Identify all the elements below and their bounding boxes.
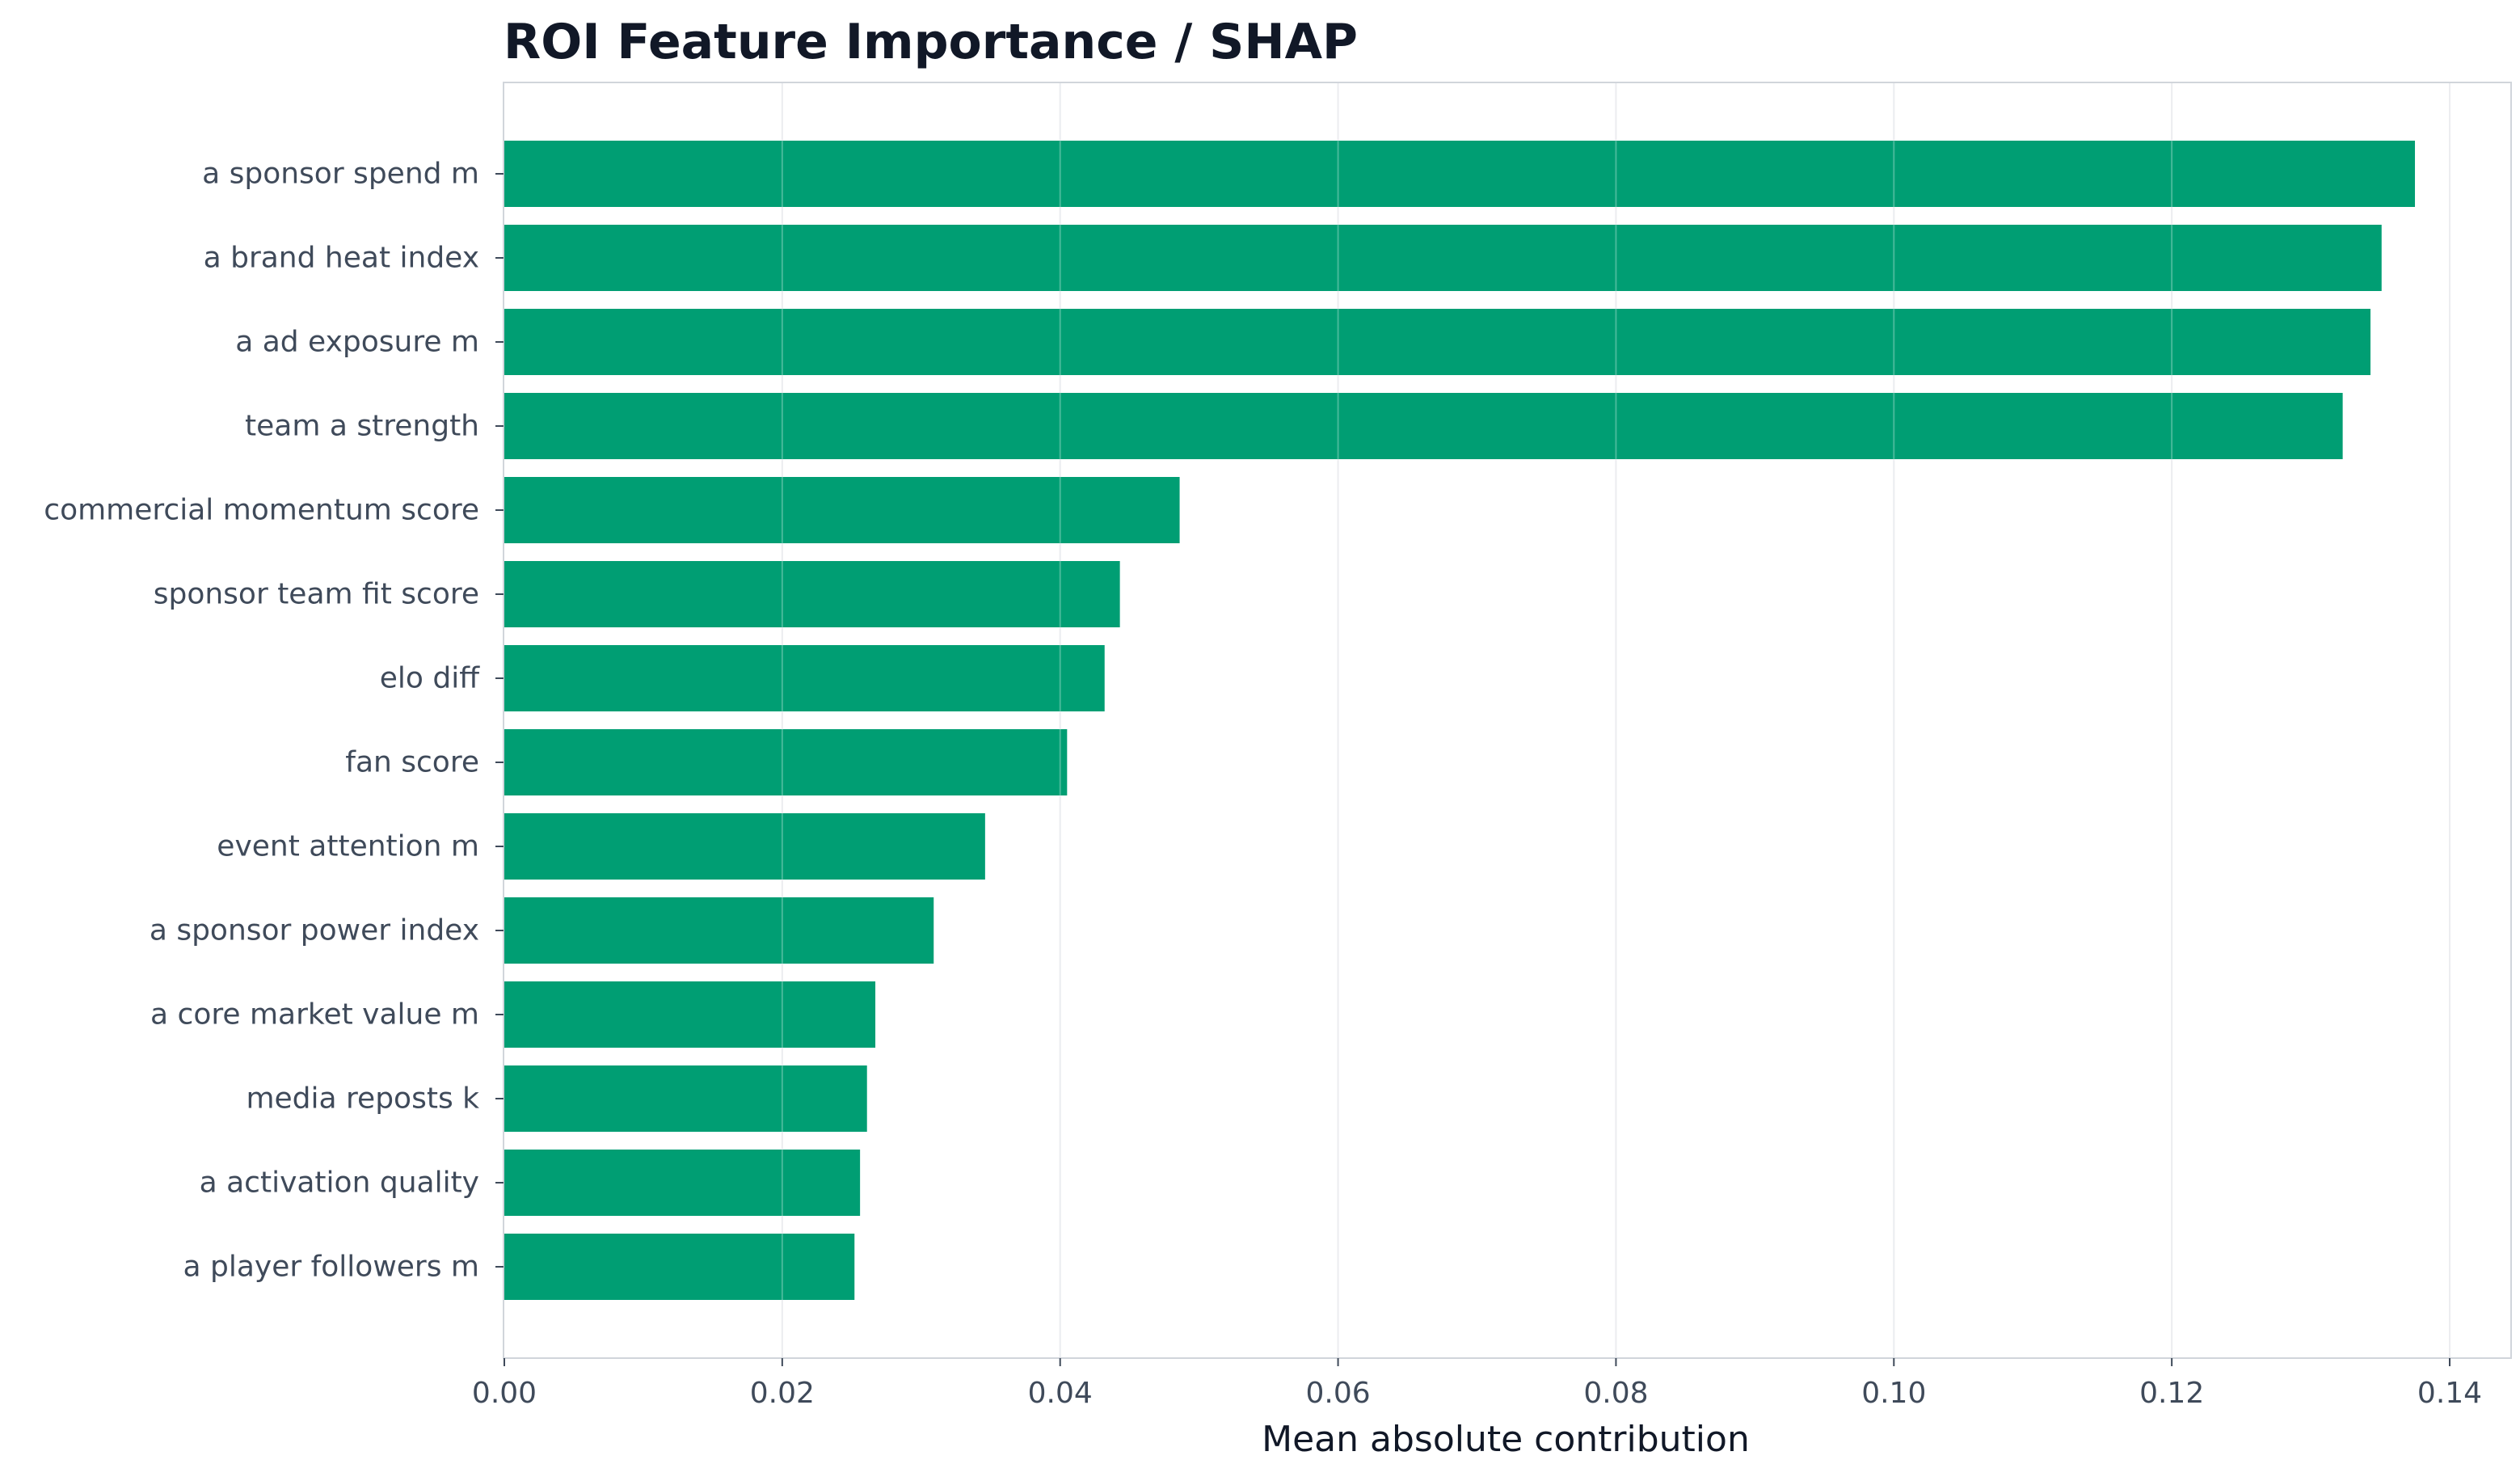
bars bbox=[504, 82, 2450, 1358]
x-axis-title: Mean absolute contribution bbox=[1262, 1419, 1750, 1460]
category-label: a core market value m bbox=[150, 998, 479, 1032]
category-label: team a strength bbox=[245, 410, 479, 443]
bar bbox=[504, 981, 876, 1048]
bar bbox=[504, 1234, 855, 1300]
category-label: a ad exposure m bbox=[235, 326, 479, 359]
y-axis-labels: a sponsor spend m a brand heat index a ad … bbox=[44, 158, 504, 1284]
x-tick-label: 0.10 bbox=[1861, 1377, 1926, 1410]
bar bbox=[504, 813, 985, 880]
category-label: event attention m bbox=[217, 830, 479, 863]
x-tick-label: 0.08 bbox=[1583, 1377, 1648, 1410]
x-tick-label: 0.02 bbox=[750, 1377, 815, 1410]
category-label: media reposts k bbox=[246, 1082, 479, 1116]
category-label: fan score bbox=[345, 746, 479, 779]
bar bbox=[504, 1065, 867, 1132]
x-tick-label: 0.06 bbox=[1305, 1377, 1370, 1410]
category-label: a sponsor power index bbox=[150, 914, 479, 947]
chart-title: ROI Feature Importance / SHAP bbox=[504, 14, 1358, 70]
bar bbox=[504, 393, 2343, 459]
bar bbox=[504, 729, 1068, 795]
x-tick-label: 0.14 bbox=[2417, 1377, 2482, 1410]
bar bbox=[504, 225, 2382, 291]
bar bbox=[504, 309, 2371, 375]
x-axis-ticks: 0.00 0.02 0.04 0.06 0.08 0.10 0.12 0.14 bbox=[472, 1358, 2482, 1410]
bar bbox=[504, 477, 1180, 543]
bar bbox=[504, 645, 1105, 711]
category-label: elo diff bbox=[380, 662, 480, 695]
bar bbox=[504, 897, 934, 964]
category-label: a brand heat index bbox=[204, 242, 479, 275]
x-tick-label: 0.12 bbox=[2139, 1377, 2204, 1410]
grid-lines bbox=[781, 82, 2450, 1358]
category-label: a player followers m bbox=[183, 1251, 479, 1284]
x-tick-label: 0.04 bbox=[1028, 1377, 1093, 1410]
category-label: a sponsor spend m bbox=[202, 158, 479, 191]
x-tick-label: 0.00 bbox=[472, 1377, 537, 1410]
bar bbox=[504, 561, 1120, 627]
bar bbox=[504, 1150, 861, 1216]
category-label: sponsor team fit score bbox=[154, 578, 479, 611]
category-label: a activation quality bbox=[200, 1167, 479, 1200]
bar bbox=[504, 141, 2416, 207]
plot-frame bbox=[503, 82, 2512, 1359]
category-label: commercial momentum score bbox=[44, 494, 479, 527]
